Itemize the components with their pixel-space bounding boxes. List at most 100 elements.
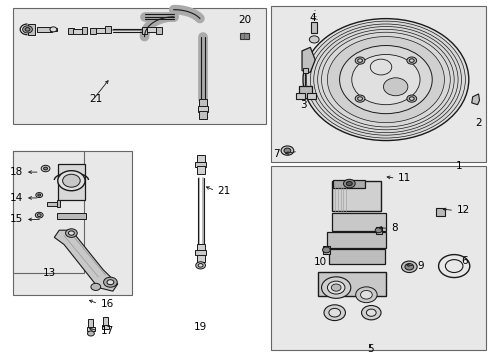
Bar (375, 226, 381, 234)
Bar (333, 180, 365, 188)
Bar (87, 327, 95, 331)
Text: 16: 16 (101, 299, 114, 309)
Bar (68, 28, 74, 35)
Bar (13, 151, 83, 273)
Circle shape (22, 26, 32, 33)
Circle shape (445, 260, 462, 273)
Text: 13: 13 (43, 268, 56, 278)
Circle shape (321, 277, 350, 298)
Bar (199, 111, 206, 119)
Bar (81, 27, 87, 34)
Circle shape (401, 261, 416, 273)
Circle shape (198, 264, 203, 267)
Polygon shape (27, 24, 35, 35)
Text: 20: 20 (238, 15, 250, 26)
Circle shape (357, 97, 362, 100)
Circle shape (195, 262, 205, 269)
Bar (317, 273, 385, 296)
Text: 14: 14 (9, 193, 22, 203)
Circle shape (50, 27, 57, 32)
Text: 15: 15 (9, 215, 22, 224)
Bar (50, 28, 57, 31)
Circle shape (374, 228, 381, 233)
Text: 12: 12 (456, 206, 469, 216)
Bar (196, 166, 204, 174)
Bar (322, 246, 329, 253)
Circle shape (330, 284, 340, 291)
Bar (88, 319, 93, 328)
Circle shape (357, 59, 362, 62)
Circle shape (62, 174, 80, 187)
Polygon shape (54, 230, 118, 291)
Circle shape (408, 59, 413, 62)
Bar (103, 317, 108, 326)
Circle shape (328, 309, 340, 317)
Text: 3: 3 (299, 100, 305, 110)
Text: 10: 10 (313, 257, 326, 267)
Bar (196, 155, 204, 163)
Circle shape (65, 229, 77, 237)
Bar (147, 27, 156, 32)
Circle shape (91, 283, 101, 291)
Circle shape (41, 165, 50, 172)
Circle shape (38, 194, 41, 196)
Bar (299, 86, 311, 98)
Bar (331, 181, 380, 211)
Text: 4: 4 (309, 13, 315, 23)
Circle shape (355, 287, 376, 303)
Bar (197, 106, 208, 112)
Text: 11: 11 (397, 173, 410, 183)
Circle shape (383, 78, 407, 96)
Polygon shape (47, 202, 57, 206)
Text: 8: 8 (390, 224, 397, 233)
Circle shape (360, 291, 371, 299)
Text: 2: 2 (474, 118, 481, 128)
Text: 5: 5 (366, 343, 373, 354)
Text: 17: 17 (101, 325, 114, 336)
Circle shape (408, 97, 413, 100)
Bar (195, 249, 205, 255)
Circle shape (361, 306, 380, 320)
Text: 1: 1 (455, 161, 462, 171)
Bar (195, 162, 205, 167)
Bar (196, 255, 204, 262)
Polygon shape (471, 94, 479, 105)
Bar (57, 213, 86, 219)
Circle shape (284, 148, 290, 153)
Text: 9: 9 (417, 261, 424, 271)
Circle shape (343, 179, 354, 188)
Circle shape (309, 36, 319, 43)
Circle shape (354, 57, 364, 64)
Bar (307, 93, 316, 99)
Circle shape (43, 167, 47, 170)
Bar (240, 33, 248, 39)
Bar (142, 27, 147, 34)
Bar (96, 28, 105, 33)
Circle shape (438, 255, 469, 278)
Circle shape (339, 45, 431, 114)
Polygon shape (57, 200, 60, 207)
Circle shape (327, 37, 444, 123)
Bar (13, 8, 266, 125)
Bar (13, 151, 132, 295)
Circle shape (36, 193, 42, 198)
Bar (73, 29, 82, 34)
Circle shape (354, 95, 364, 102)
Text: 21: 21 (217, 186, 230, 196)
Circle shape (35, 212, 43, 218)
Bar (296, 93, 305, 99)
Bar (435, 208, 444, 216)
Bar (90, 28, 96, 35)
Circle shape (68, 231, 74, 235)
Circle shape (87, 331, 94, 336)
Circle shape (351, 54, 419, 105)
Bar (328, 249, 384, 264)
Circle shape (103, 277, 117, 287)
Bar (196, 244, 204, 251)
Text: 19: 19 (194, 322, 207, 332)
Bar (37, 27, 52, 32)
Bar (271, 166, 485, 350)
Bar (327, 232, 385, 248)
Bar (302, 68, 308, 73)
Circle shape (366, 309, 375, 316)
